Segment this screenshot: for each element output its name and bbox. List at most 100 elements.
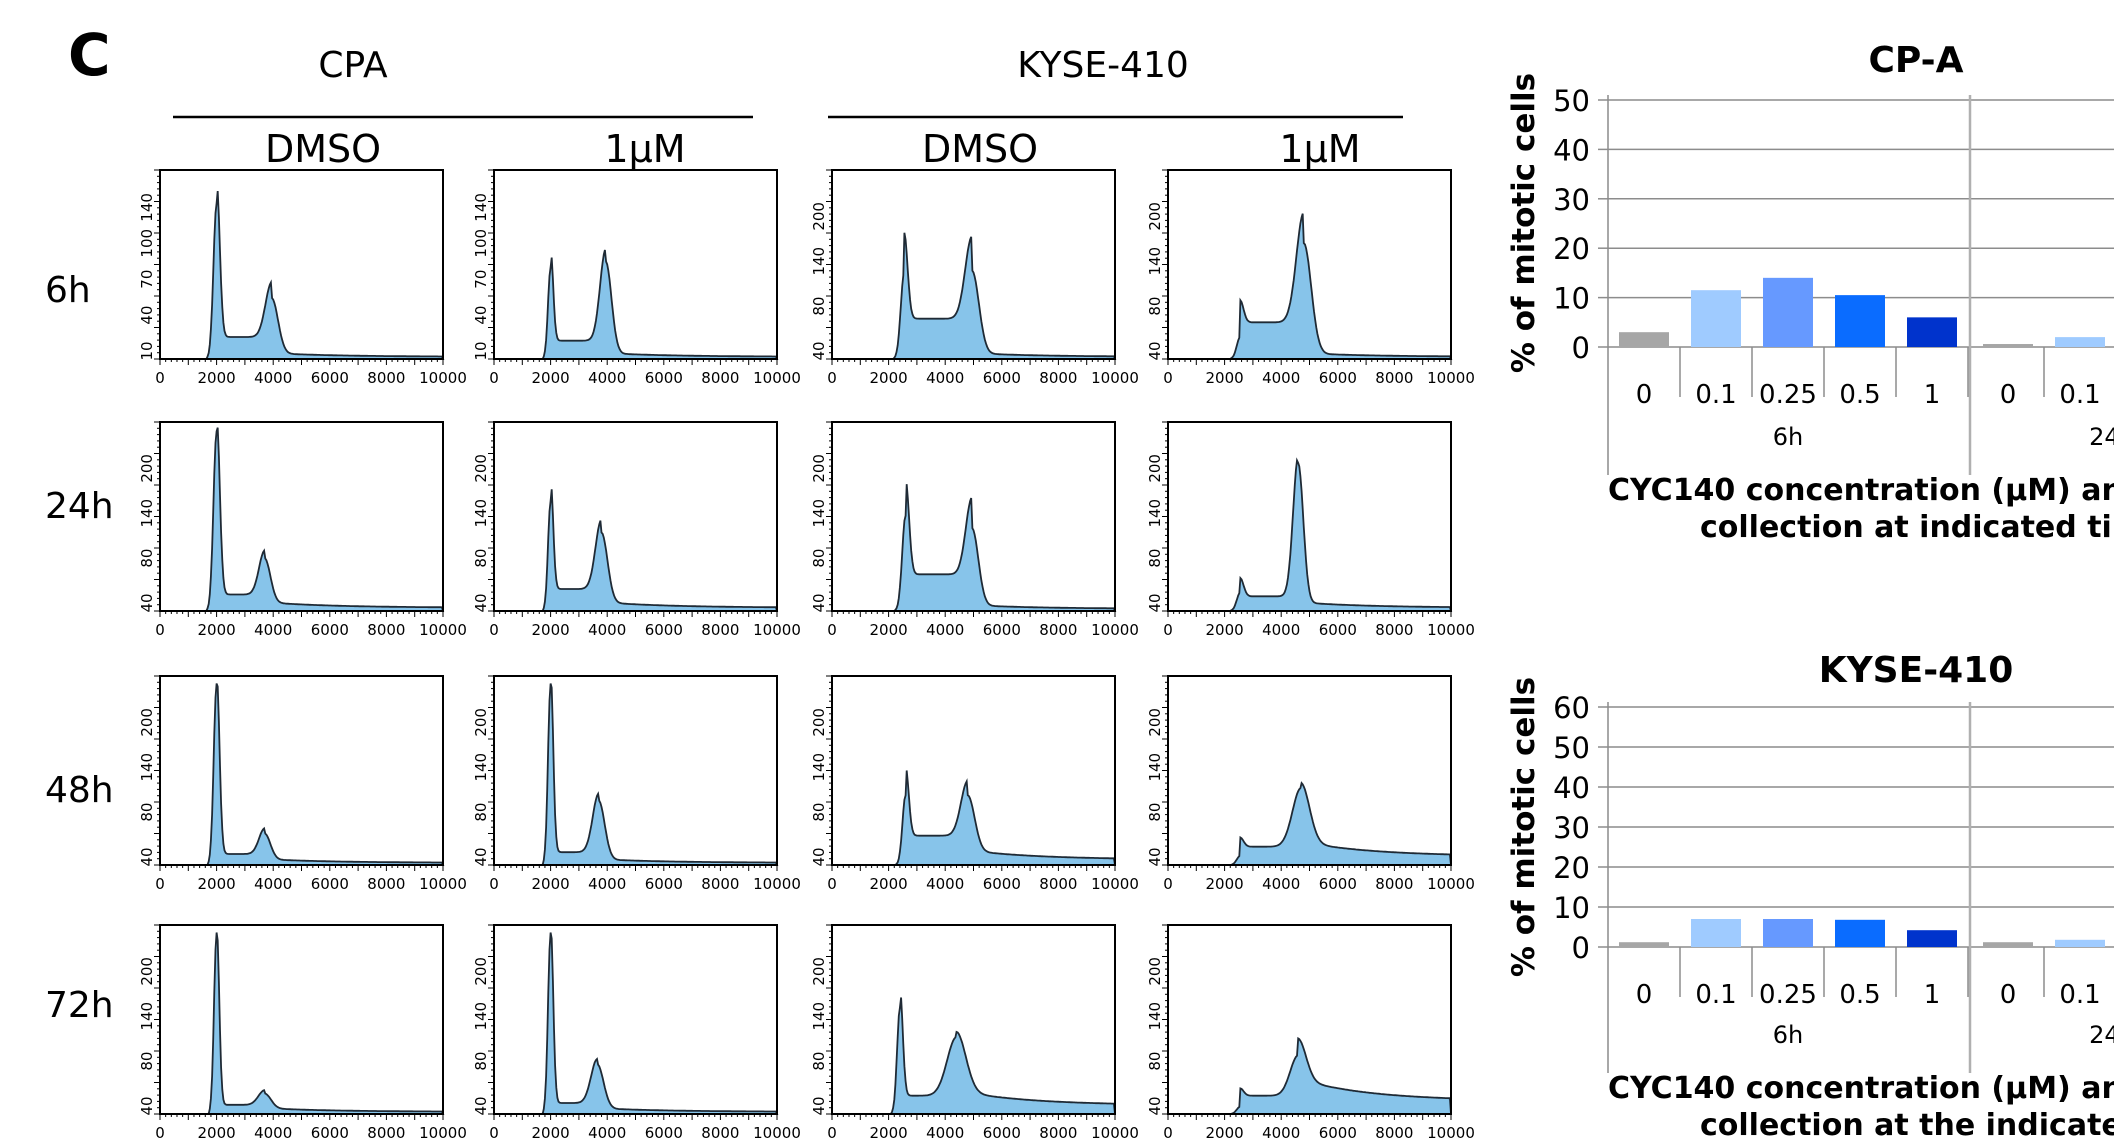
x-tick-label: 10000: [1427, 875, 1475, 893]
histogram-frame: [493, 421, 778, 612]
y-tick-label: 200: [472, 454, 490, 483]
x-tick-label: 10000: [753, 369, 801, 387]
y-tick-label: 40: [472, 1096, 490, 1115]
histogram-area: [494, 489, 779, 612]
x-tick-label: 2000: [198, 369, 236, 387]
condition-label-4: 1μM: [1279, 127, 1360, 171]
y-tick-label: 80: [138, 549, 156, 568]
y-tick-label: 140: [138, 1002, 156, 1031]
x-tick-label: 6000: [1319, 875, 1357, 893]
x-tick-label: 6000: [983, 621, 1021, 639]
category-label: 0.1: [2059, 380, 2100, 410]
x-tick-label: 8000: [1039, 1124, 1077, 1142]
x-tick-label: 6000: [983, 369, 1021, 387]
histogram-frame: [493, 169, 778, 360]
y-tick-label: 140: [810, 1002, 828, 1031]
x-tick-label: 10000: [1427, 1124, 1475, 1142]
y-tick-label: 140: [1146, 753, 1164, 782]
category-label: 0.25: [1759, 380, 1817, 410]
x-tick-label: 8000: [1375, 621, 1413, 639]
y-tick-label: 140: [472, 1002, 490, 1031]
histogram-frame: [159, 675, 444, 866]
timepoint-label-6h: 6h: [45, 270, 91, 311]
x-tick-label: 2000: [198, 621, 236, 639]
x-tick-label: 10000: [753, 621, 801, 639]
x-tick-label: 6000: [645, 1124, 683, 1142]
y-tick-label: 80: [472, 803, 490, 822]
histogram-area: [832, 770, 1117, 866]
y-tick-label: 0: [1572, 931, 1590, 965]
histogram-area: [160, 683, 445, 866]
y-tick-label: 40: [472, 593, 490, 612]
x-tick-label: 8000: [1039, 875, 1077, 893]
x-tick-label: 6000: [1319, 621, 1357, 639]
x-tick-label: 8000: [367, 1124, 405, 1142]
x-tick-label: 2000: [532, 369, 570, 387]
y-tick-label: 20: [1553, 232, 1590, 266]
y-tick-label: 200: [1146, 957, 1164, 986]
y-tick-label: 40: [1553, 771, 1590, 805]
x-tick-label: 0: [827, 875, 837, 893]
x-axis-label: CYC140 concentration (μM) and sa: [1608, 1071, 2114, 1106]
x-tick-label: 0: [489, 875, 499, 893]
y-tick-label: 80: [1146, 297, 1164, 316]
y-tick-label: 140: [1146, 499, 1164, 528]
y-tick-label: 80: [810, 803, 828, 822]
x-tick-label: 0: [1163, 621, 1173, 639]
histogram-frame: [159, 421, 444, 612]
x-tick-label: 0: [155, 369, 165, 387]
histogram-area: [1168, 213, 1453, 360]
y-tick-label: 0: [1572, 331, 1590, 365]
y-tick-label: 200: [138, 454, 156, 483]
histogram-area: [160, 932, 445, 1115]
y-tick-label: 40: [810, 341, 828, 360]
y-tick-label: 80: [138, 1052, 156, 1071]
y-tick-label: 100: [138, 229, 156, 258]
histogram-frame: [159, 924, 444, 1115]
x-tick-label: 8000: [1375, 369, 1413, 387]
x-tick-label: 6000: [645, 369, 683, 387]
x-tick-label: 10000: [419, 621, 467, 639]
x-tick-label: 8000: [1375, 1124, 1413, 1142]
x-tick-label: 10000: [419, 369, 467, 387]
y-tick-label: 80: [810, 549, 828, 568]
x-tick-label: 4000: [588, 875, 626, 893]
y-tick-label: 30: [1553, 811, 1590, 845]
x-tick-label: 10000: [1427, 369, 1475, 387]
x-tick-label: 4000: [588, 621, 626, 639]
histogram-area: [494, 683, 779, 866]
y-tick-label: 20: [1553, 851, 1590, 885]
y-tick-label: 80: [1146, 549, 1164, 568]
x-tick-label: 4000: [1262, 369, 1300, 387]
x-tick-label: 0: [1163, 1124, 1173, 1142]
histogram-3-2: 0 2000 4000 6000 8000 10000 40 80 140 200: [472, 675, 801, 893]
x-tick-label: 6000: [311, 621, 349, 639]
y-tick-label: 50: [1553, 731, 1590, 765]
x-tick-label: 2000: [1206, 621, 1244, 639]
x-tick-label: 10000: [1091, 369, 1139, 387]
x-tick-label: 0: [489, 1124, 499, 1142]
condition-label-1: DMSO: [265, 127, 381, 171]
bar: [2055, 337, 2105, 347]
y-tick-label: 200: [138, 708, 156, 737]
y-tick-label: 10: [472, 341, 490, 360]
y-tick-label: 140: [472, 753, 490, 782]
x-tick-label: 4000: [588, 1124, 626, 1142]
category-label: 0.5: [1839, 380, 1880, 410]
histogram-4-3: 0 2000 4000 6000 8000 10000 40 80 140 200: [810, 924, 1139, 1142]
y-tick-label: 200: [1146, 202, 1164, 231]
x-tick-label: 6000: [1319, 369, 1357, 387]
category-label: 0.1: [1695, 380, 1736, 410]
bar: [1763, 277, 1813, 347]
x-tick-label: 8000: [367, 875, 405, 893]
y-tick-label: 140: [138, 193, 156, 222]
y-axis-label: % of mitotic cells: [1506, 677, 1542, 977]
y-tick-label: 140: [1146, 1002, 1164, 1031]
histogram-4-1: 0 2000 4000 6000 8000 10000 40 80 140 200: [138, 924, 467, 1142]
bar: [1691, 919, 1741, 947]
histogram-area: [832, 484, 1117, 612]
histogram-area: [494, 932, 779, 1115]
x-tick-label: 6000: [311, 875, 349, 893]
histogram-area: [160, 427, 445, 612]
